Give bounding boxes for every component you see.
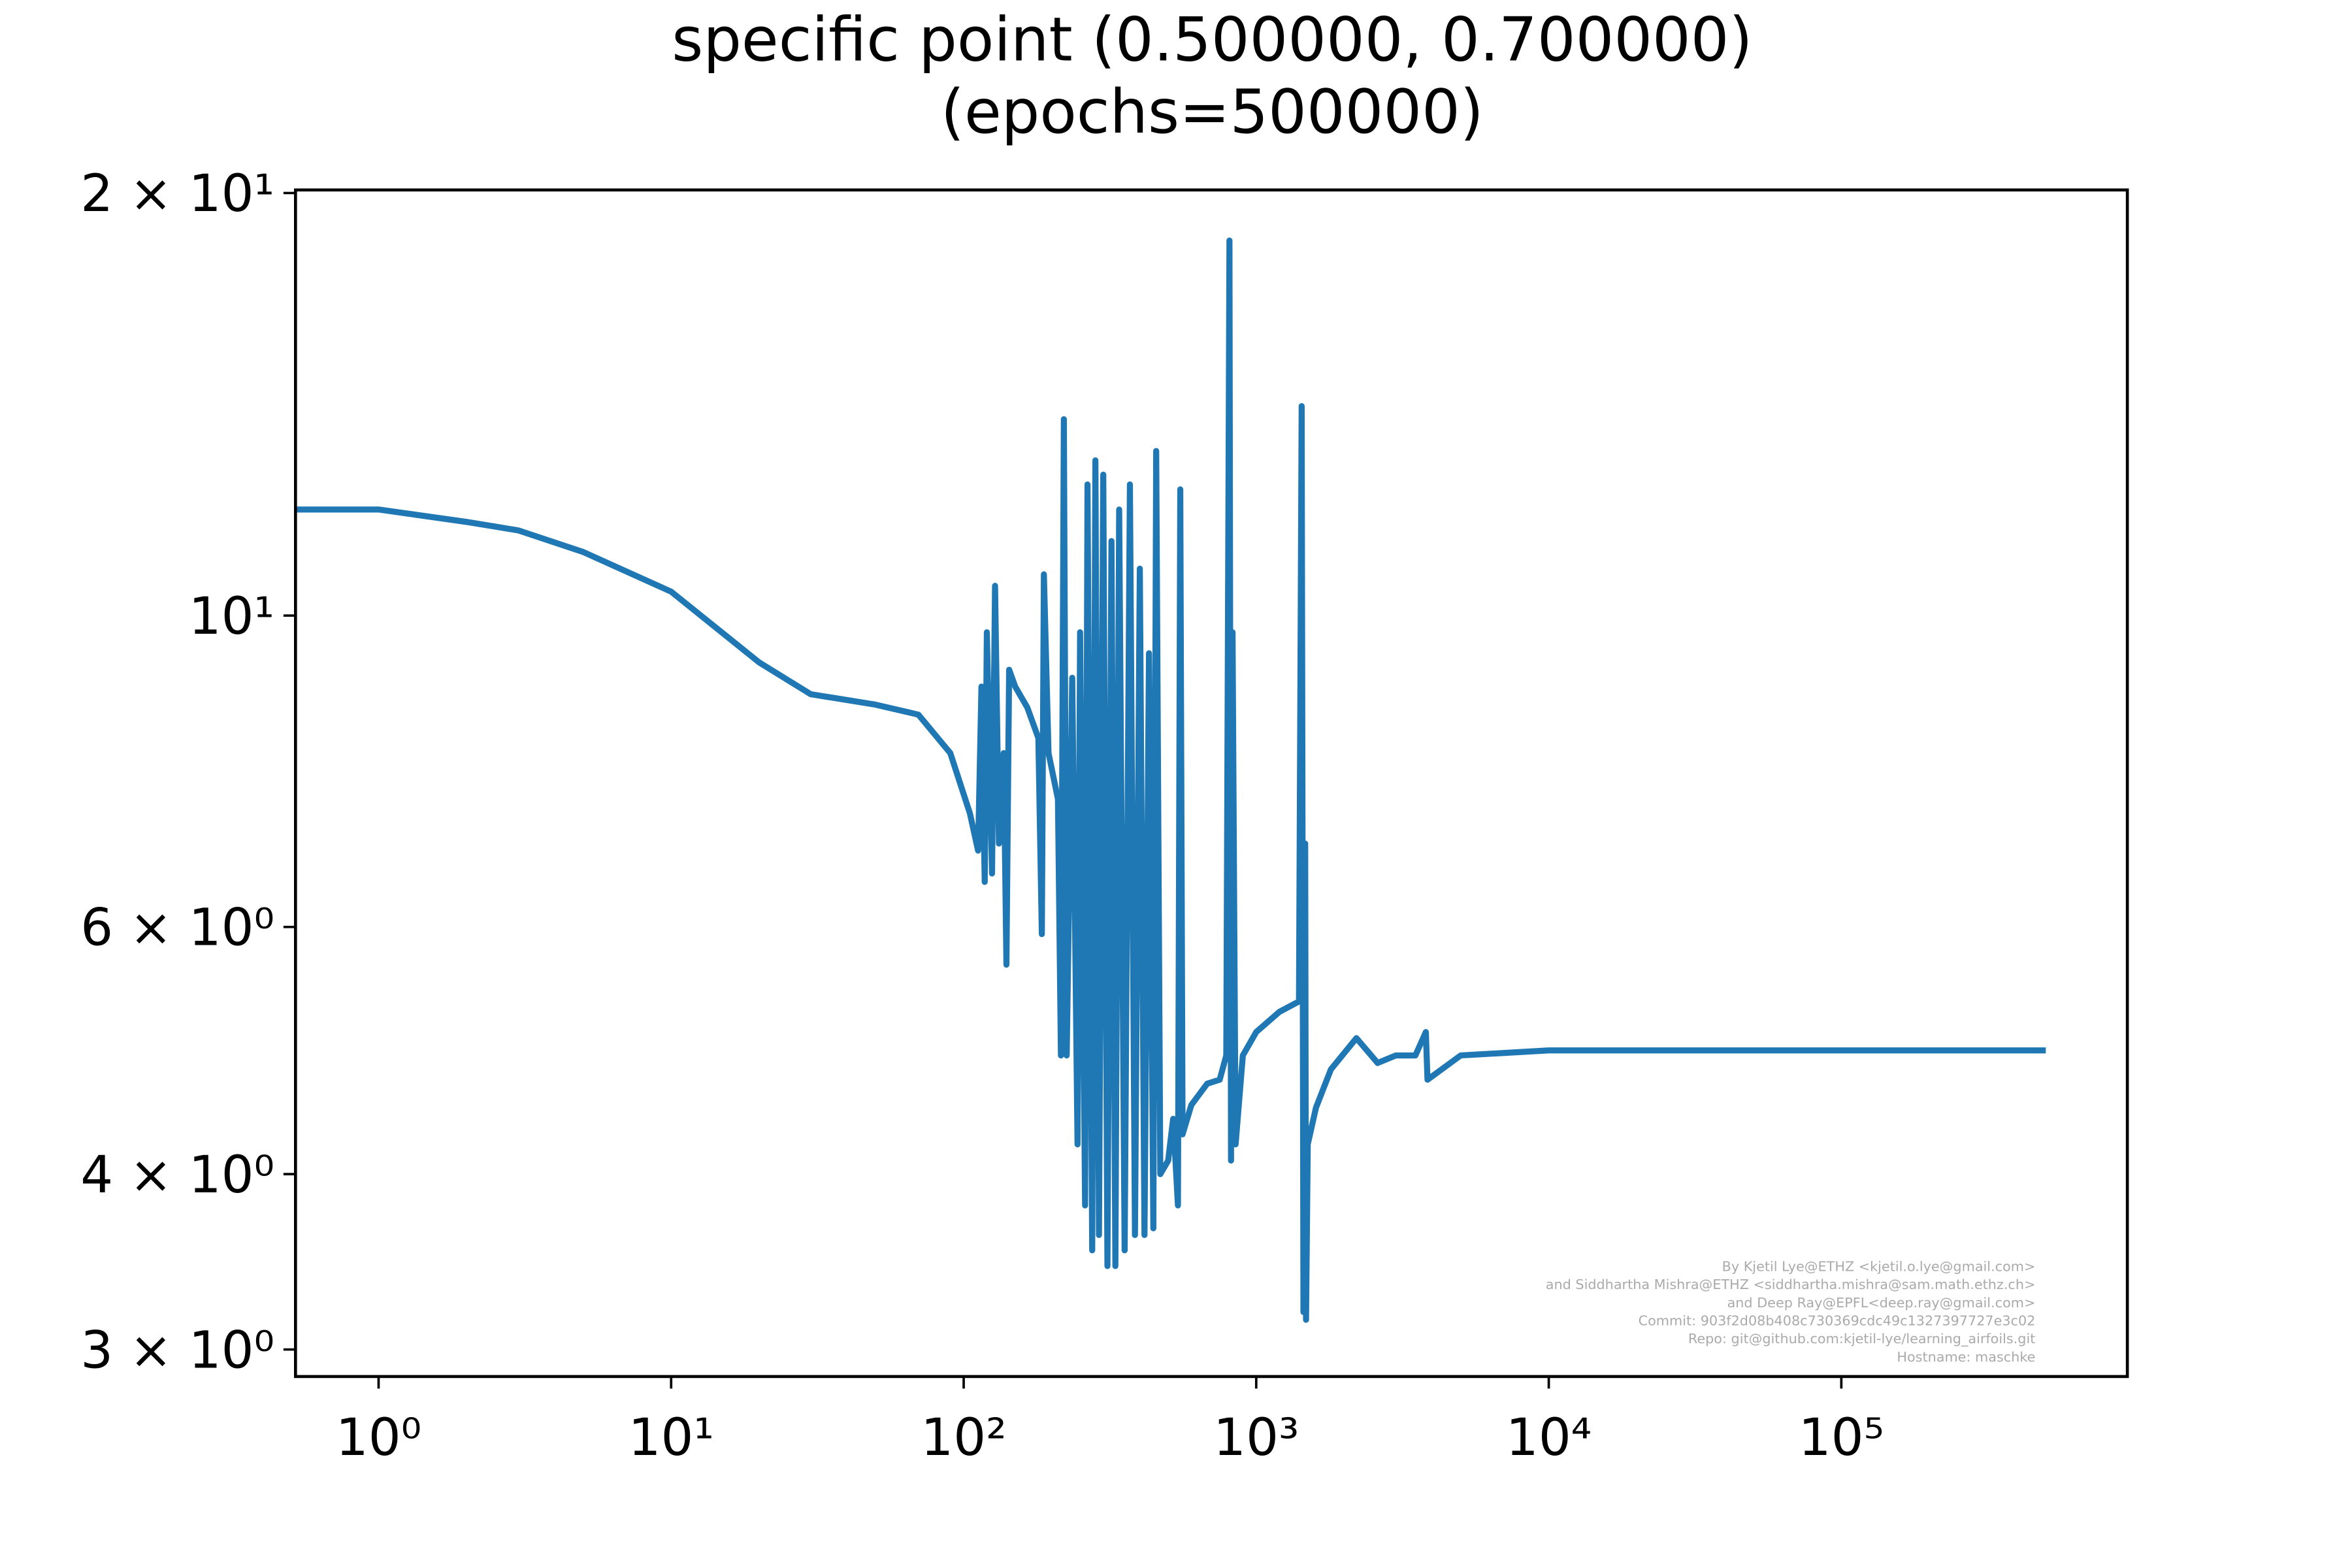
y-tick-label: 3 × 10⁰	[80, 1320, 274, 1380]
plot-frame	[293, 188, 2129, 1379]
chart-title: (epochs=500000)	[941, 76, 1484, 147]
y-tick-label: 10¹	[189, 586, 274, 646]
y-tick-label: 6 × 10⁰	[80, 898, 274, 958]
x-tick-label: 10⁵	[1799, 1407, 1884, 1467]
x-tick-label: 10³	[1213, 1407, 1299, 1467]
chart-title: Validation loss	[996, 0, 1429, 3]
data-line	[295, 237, 2046, 1323]
x-tick-label: 10⁰	[336, 1407, 421, 1467]
x-tick-label: 10¹	[629, 1407, 714, 1467]
watermark: and Siddhartha Mishra@ETHZ <siddhartha.m…	[1546, 1277, 2036, 1292]
watermark: By Kjetil Lye@ETHZ <kjetil.o.lye@gmail.c…	[1722, 1258, 2036, 1274]
watermark: and Deep Ray@EPFL<deep.ray@gmail.com>	[1727, 1295, 2036, 1311]
x-tick-label: 10⁴	[1506, 1407, 1592, 1467]
x-tick-label: 10²	[921, 1407, 1006, 1467]
chart-title: specific point (0.500000, 0.700000)	[672, 4, 1752, 74]
y-tick-label: 4 × 10⁰	[80, 1145, 274, 1205]
watermark: Hostname: maschke	[1897, 1349, 2035, 1365]
watermark: Commit: 903f2d08b408c730369cdc49c1327397…	[1639, 1313, 2036, 1328]
y-tick-label: 2 × 10¹	[80, 163, 274, 223]
watermark: Repo: git@github.com:kjetil-lye/learning…	[1688, 1331, 2036, 1347]
